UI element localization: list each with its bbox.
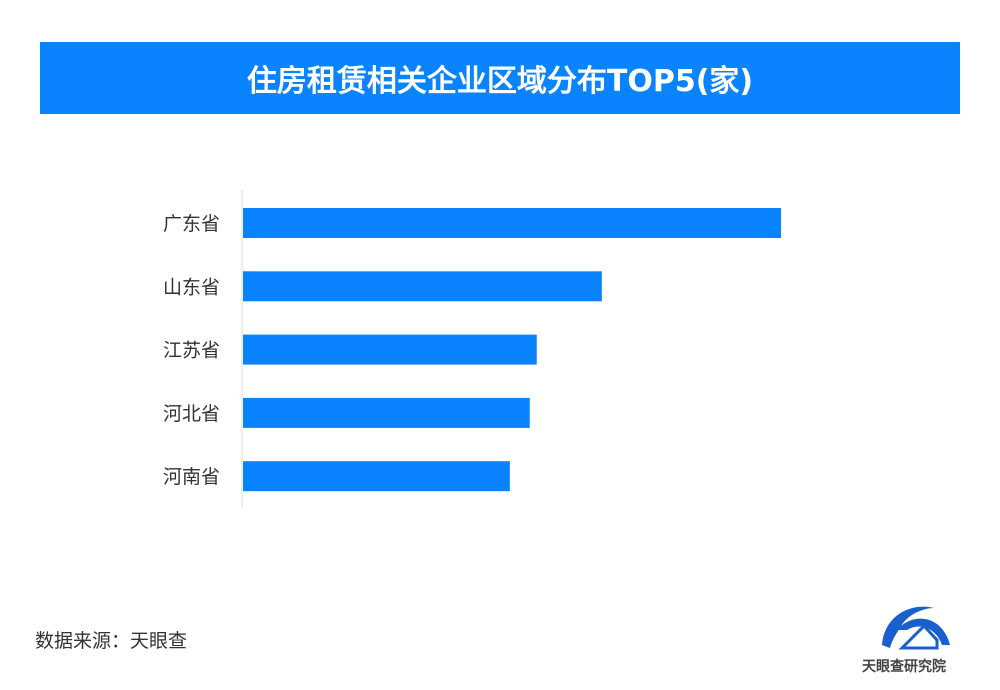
bar-4 [243,461,510,492]
tianyancha-logo [882,606,950,650]
bar-2 [243,334,537,365]
chart-title: 住房租赁相关企业区域分布TOP5(家) [40,42,960,114]
bar-0 [243,208,781,238]
bar-3 [243,397,530,428]
bar-1 [243,271,602,302]
category-label: 河北省 [163,403,220,425]
category-label: 广东省 [163,213,220,235]
category-label: 江苏省 [163,340,220,362]
category-label: 河南省 [163,466,220,488]
logo-text: 天眼查研究院 [862,659,946,675]
category-label: 山东省 [163,276,220,298]
data-source: 数据来源：天眼查 [35,630,188,652]
